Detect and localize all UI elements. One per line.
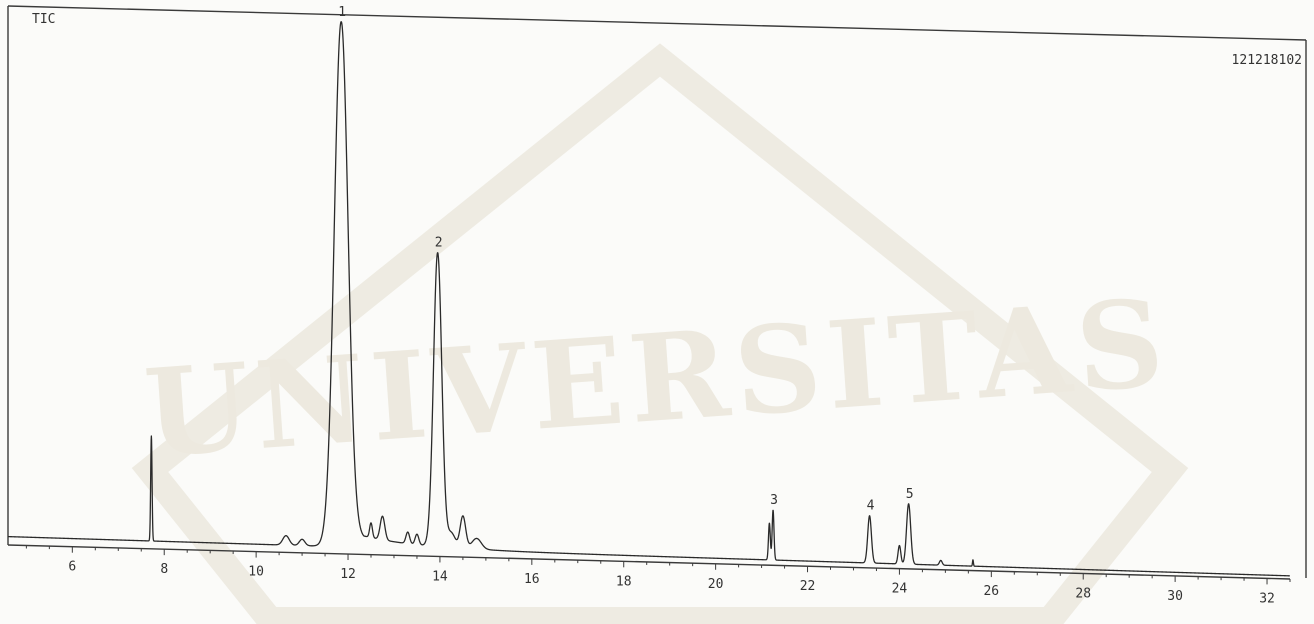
frame-top [7, 5, 1307, 41]
x-tick-label: 20 [708, 577, 724, 592]
chart-title: TIC [32, 12, 55, 27]
watermark-text: UNIVERSITAS [140, 272, 1173, 484]
peak-labels: 1 2 3 4 5 [338, 5, 913, 514]
x-tick-label: 24 [892, 582, 908, 597]
x-tick-label: 28 [1075, 587, 1091, 602]
x-axis-line [7, 544, 1291, 580]
peak-label-5: 5 [906, 487, 914, 502]
tic-trace [7, 21, 1291, 577]
peak-label-1: 1 [338, 5, 346, 20]
x-axis-tick-labels: 6 8 10 12 14 16 18 20 22 24 26 28 30 32 [68, 560, 1274, 607]
x-tick-label: 14 [432, 569, 448, 584]
x-tick-label: 30 [1167, 589, 1183, 604]
x-tick-label: 26 [983, 584, 999, 599]
x-tick-label: 10 [248, 565, 264, 580]
x-tick-label: 32 [1259, 591, 1275, 606]
file-id-label: 121218102 [1232, 53, 1302, 68]
x-tick-label: 8 [160, 562, 168, 577]
peak-label-3: 3 [770, 493, 778, 508]
plot-frame [7, 5, 1307, 580]
x-tick-label: 6 [68, 560, 76, 575]
peak-label-2: 2 [435, 236, 443, 251]
peak-label-4: 4 [867, 499, 875, 514]
watermark-emblem-shape [131, 43, 1189, 624]
x-tick-label: 18 [616, 574, 632, 589]
x-tick-label: 12 [340, 567, 356, 582]
x-axis-ticks [25, 545, 1291, 585]
watermark: UNIVERSITAS [131, 43, 1189, 624]
x-tick-label: 16 [524, 572, 540, 587]
x-tick-label: 22 [800, 579, 816, 594]
